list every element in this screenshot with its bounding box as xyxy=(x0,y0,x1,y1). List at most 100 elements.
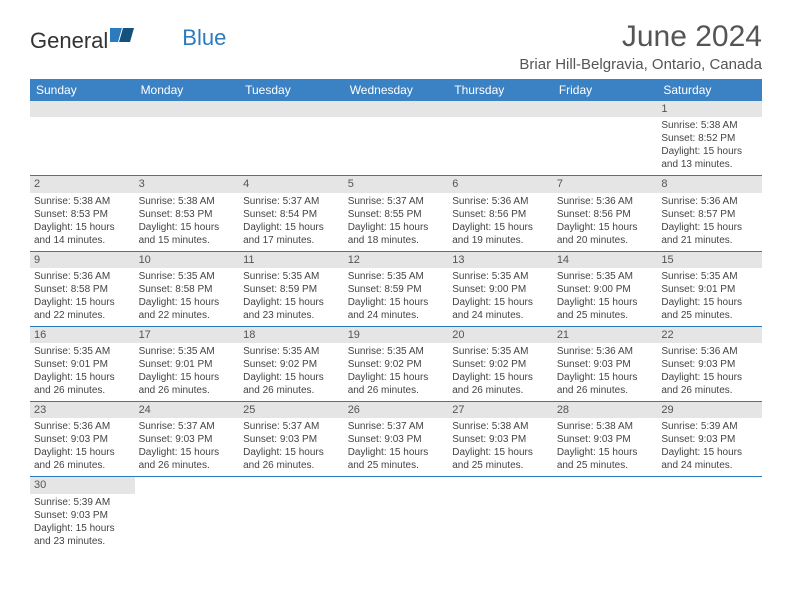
daylight-text: Daylight: 15 hours xyxy=(139,371,236,384)
sunrise-text: Sunrise: 5:35 AM xyxy=(348,345,445,358)
day-number: 17 xyxy=(135,327,240,343)
calendar-day-cell: 4Sunrise: 5:37 AMSunset: 8:54 PMDaylight… xyxy=(239,176,344,251)
sunset-text: Sunset: 9:03 PM xyxy=(34,433,131,446)
day-number: 12 xyxy=(344,252,449,268)
daylight-text: and 17 minutes. xyxy=(243,234,340,247)
calendar-week-row: 9Sunrise: 5:36 AMSunset: 8:58 PMDaylight… xyxy=(30,251,762,326)
sunset-text: Sunset: 8:58 PM xyxy=(34,283,131,296)
daylight-text: and 22 minutes. xyxy=(139,309,236,322)
sunrise-text: Sunrise: 5:35 AM xyxy=(452,345,549,358)
daylight-text: Daylight: 15 hours xyxy=(452,446,549,459)
sunset-text: Sunset: 8:54 PM xyxy=(243,208,340,221)
calendar-day-cell: 5Sunrise: 5:37 AMSunset: 8:55 PMDaylight… xyxy=(344,176,449,251)
sunset-text: Sunset: 9:01 PM xyxy=(34,358,131,371)
daylight-text: and 26 minutes. xyxy=(452,384,549,397)
daylight-text: Daylight: 15 hours xyxy=(661,221,758,234)
weekday-header-row: Sunday Monday Tuesday Wednesday Thursday… xyxy=(30,79,762,101)
day-number: 2 xyxy=(30,176,135,192)
day-number: 5 xyxy=(344,176,449,192)
daylight-text: and 18 minutes. xyxy=(348,234,445,247)
daylight-text: Daylight: 15 hours xyxy=(34,522,131,535)
sunrise-text: Sunrise: 5:36 AM xyxy=(557,195,654,208)
sunrise-text: Sunrise: 5:35 AM xyxy=(557,270,654,283)
sunrise-text: Sunrise: 5:36 AM xyxy=(661,195,758,208)
daylight-text: and 26 minutes. xyxy=(34,459,131,472)
daylight-text: and 25 minutes. xyxy=(661,309,758,322)
calendar-day-cell: 9Sunrise: 5:36 AMSunset: 8:58 PMDaylight… xyxy=(30,251,135,326)
day-number: 20 xyxy=(448,327,553,343)
calendar-day-cell: 24Sunrise: 5:37 AMSunset: 9:03 PMDayligh… xyxy=(135,402,240,477)
calendar-day-cell: 16Sunrise: 5:35 AMSunset: 9:01 PMDayligh… xyxy=(30,326,135,401)
calendar-table: Sunday Monday Tuesday Wednesday Thursday… xyxy=(30,79,762,552)
daylight-text: Daylight: 15 hours xyxy=(661,145,758,158)
daylight-text: and 21 minutes. xyxy=(661,234,758,247)
calendar-week-row: 16Sunrise: 5:35 AMSunset: 9:01 PMDayligh… xyxy=(30,326,762,401)
calendar-day-cell: 27Sunrise: 5:38 AMSunset: 9:03 PMDayligh… xyxy=(448,402,553,477)
month-title: June 2024 xyxy=(519,20,762,54)
sunset-text: Sunset: 8:56 PM xyxy=(452,208,549,221)
daylight-text: Daylight: 15 hours xyxy=(557,446,654,459)
day-number: 22 xyxy=(657,327,762,343)
daylight-text: Daylight: 15 hours xyxy=(34,371,131,384)
sunset-text: Sunset: 9:02 PM xyxy=(243,358,340,371)
sunset-text: Sunset: 9:03 PM xyxy=(661,433,758,446)
day-number: 27 xyxy=(448,402,553,418)
sunset-text: Sunset: 9:03 PM xyxy=(34,509,131,522)
sunrise-text: Sunrise: 5:38 AM xyxy=(557,420,654,433)
flag-icon xyxy=(110,26,136,49)
sunrise-text: Sunrise: 5:35 AM xyxy=(243,345,340,358)
sunrise-text: Sunrise: 5:35 AM xyxy=(661,270,758,283)
calendar-day-cell xyxy=(448,477,553,552)
calendar-day-cell: 15Sunrise: 5:35 AMSunset: 9:01 PMDayligh… xyxy=(657,251,762,326)
daylight-text: and 22 minutes. xyxy=(34,309,131,322)
daylight-text: and 19 minutes. xyxy=(452,234,549,247)
daylight-text: and 15 minutes. xyxy=(139,234,236,247)
daylight-text: Daylight: 15 hours xyxy=(348,296,445,309)
sunset-text: Sunset: 9:03 PM xyxy=(243,433,340,446)
daylight-text: and 26 minutes. xyxy=(139,459,236,472)
sunrise-text: Sunrise: 5:37 AM xyxy=(348,195,445,208)
daylight-text: and 23 minutes. xyxy=(34,535,131,548)
sunset-text: Sunset: 9:01 PM xyxy=(661,283,758,296)
sunrise-text: Sunrise: 5:37 AM xyxy=(348,420,445,433)
daylight-text: Daylight: 15 hours xyxy=(34,446,131,459)
calendar-day-cell: 17Sunrise: 5:35 AMSunset: 9:01 PMDayligh… xyxy=(135,326,240,401)
daylight-text: and 24 minutes. xyxy=(661,459,758,472)
calendar-day-cell: 25Sunrise: 5:37 AMSunset: 9:03 PMDayligh… xyxy=(239,402,344,477)
daylight-text: and 26 minutes. xyxy=(243,384,340,397)
daylight-text: Daylight: 15 hours xyxy=(243,221,340,234)
sunset-text: Sunset: 9:03 PM xyxy=(139,433,236,446)
sunrise-text: Sunrise: 5:35 AM xyxy=(34,345,131,358)
day-number: 28 xyxy=(553,402,658,418)
daylight-text: and 24 minutes. xyxy=(348,309,445,322)
calendar-day-cell xyxy=(239,101,344,176)
sunrise-text: Sunrise: 5:37 AM xyxy=(243,195,340,208)
daylight-text: Daylight: 15 hours xyxy=(139,221,236,234)
calendar-day-cell: 21Sunrise: 5:36 AMSunset: 9:03 PMDayligh… xyxy=(553,326,658,401)
calendar-day-cell: 8Sunrise: 5:36 AMSunset: 8:57 PMDaylight… xyxy=(657,176,762,251)
day-number: 7 xyxy=(553,176,658,192)
sunset-text: Sunset: 9:03 PM xyxy=(557,433,654,446)
sunset-text: Sunset: 9:03 PM xyxy=(452,433,549,446)
calendar-day-cell xyxy=(657,477,762,552)
daylight-text: Daylight: 15 hours xyxy=(243,296,340,309)
weekday-header: Tuesday xyxy=(239,79,344,101)
day-number: 21 xyxy=(553,327,658,343)
weekday-header: Wednesday xyxy=(344,79,449,101)
sunset-text: Sunset: 8:59 PM xyxy=(348,283,445,296)
sunrise-text: Sunrise: 5:36 AM xyxy=(557,345,654,358)
day-number: 11 xyxy=(239,252,344,268)
calendar-day-cell: 6Sunrise: 5:36 AMSunset: 8:56 PMDaylight… xyxy=(448,176,553,251)
weekday-header: Monday xyxy=(135,79,240,101)
sunset-text: Sunset: 9:02 PM xyxy=(348,358,445,371)
sunrise-text: Sunrise: 5:36 AM xyxy=(452,195,549,208)
day-number: 8 xyxy=(657,176,762,192)
daylight-text: and 25 minutes. xyxy=(557,309,654,322)
day-number: 29 xyxy=(657,402,762,418)
sunset-text: Sunset: 8:55 PM xyxy=(348,208,445,221)
sunrise-text: Sunrise: 5:37 AM xyxy=(139,420,236,433)
calendar-day-cell: 2Sunrise: 5:38 AMSunset: 8:53 PMDaylight… xyxy=(30,176,135,251)
sunset-text: Sunset: 9:03 PM xyxy=(661,358,758,371)
calendar-day-cell: 29Sunrise: 5:39 AMSunset: 9:03 PMDayligh… xyxy=(657,402,762,477)
day-number: 6 xyxy=(448,176,553,192)
